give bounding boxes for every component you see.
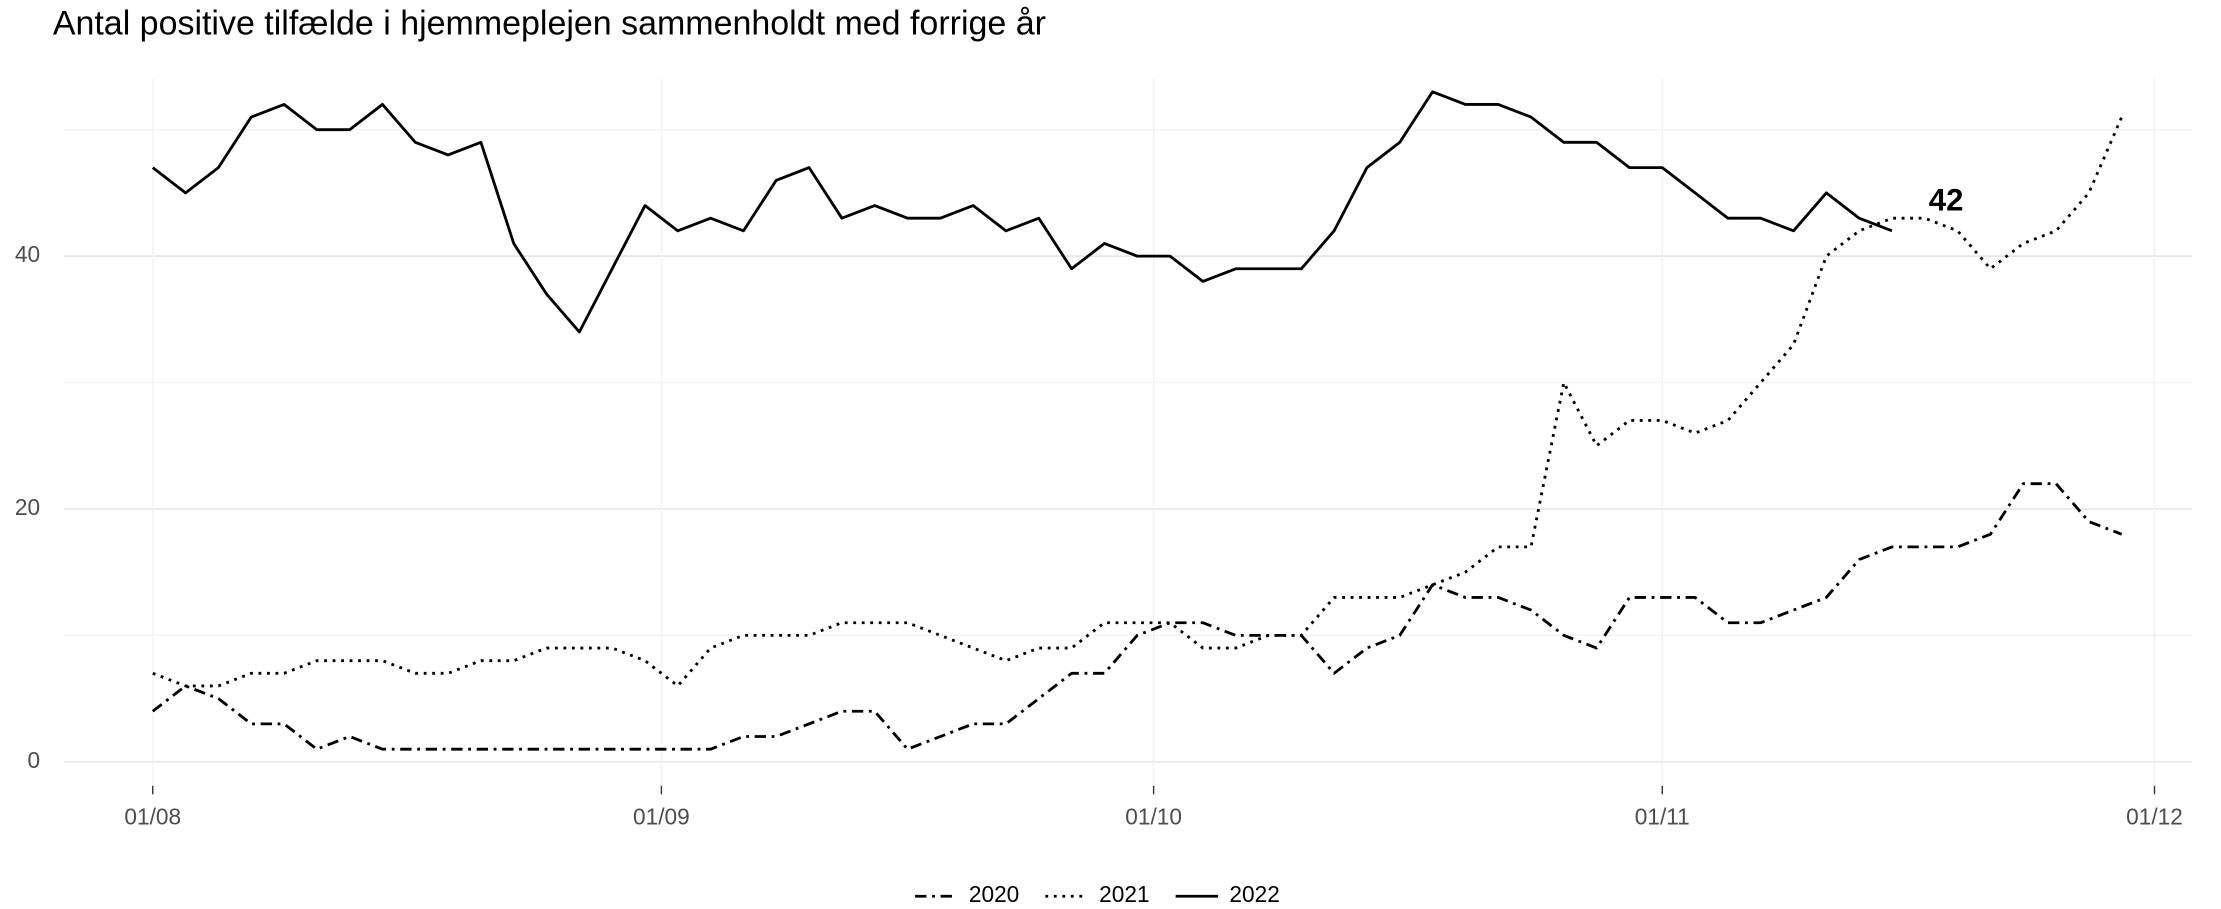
series-line [151, 482, 2123, 751]
chart-title: Antal positive tilfælde i hjemmeplejen s… [53, 4, 1046, 42]
series-line [151, 90, 1893, 334]
x-tick-label: 01/12 [2126, 803, 2183, 829]
annotation: 42 [1929, 183, 1964, 218]
x-tick-label: 01/09 [633, 803, 690, 829]
x-tick-label: 01/10 [1125, 803, 1182, 829]
y-tick-label: 20 [15, 494, 40, 520]
x-tick-label: 01/08 [124, 803, 181, 829]
series-line [152, 116, 2123, 688]
legend-label: 2020 [969, 881, 1019, 907]
y-tick-label: 0 [27, 747, 40, 773]
legend-label: 2021 [1099, 881, 1149, 907]
x-tick-label: 01/11 [1635, 803, 1690, 829]
legend-label: 2022 [1229, 881, 1279, 907]
y-tick-label: 40 [15, 241, 40, 267]
legend: 2020 2021 2022 [915, 881, 1280, 907]
